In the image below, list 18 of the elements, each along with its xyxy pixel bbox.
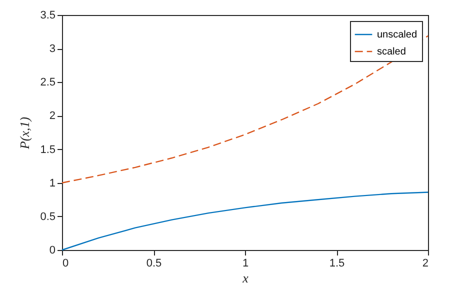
y-tick-label: 2.5 bbox=[40, 76, 56, 89]
y-tick-label: 3.5 bbox=[40, 10, 56, 22]
y-tick-label: 2 bbox=[49, 110, 56, 122]
y-tick-label: 1.5 bbox=[40, 144, 56, 156]
y-tick-label: 0 bbox=[49, 244, 56, 256]
y-axis-title: P(x,1) bbox=[17, 116, 32, 150]
x-tick-label: 0.5 bbox=[146, 258, 162, 270]
y-tick-label: 1 bbox=[49, 177, 56, 190]
x-tick-label: 1.5 bbox=[329, 258, 345, 270]
x-tick-label: 2 bbox=[422, 258, 428, 270]
legend-label: scaled bbox=[377, 46, 406, 58]
y-tick-label: 3 bbox=[49, 43, 56, 56]
x-axis-title: x bbox=[242, 270, 249, 285]
y-tick-label: 0.5 bbox=[40, 210, 56, 223]
x-tick-label: 1 bbox=[242, 258, 249, 270]
legend-label: unscaled bbox=[377, 30, 418, 40]
line-series bbox=[61, 192, 429, 251]
x-tick-label: 0 bbox=[62, 258, 69, 270]
